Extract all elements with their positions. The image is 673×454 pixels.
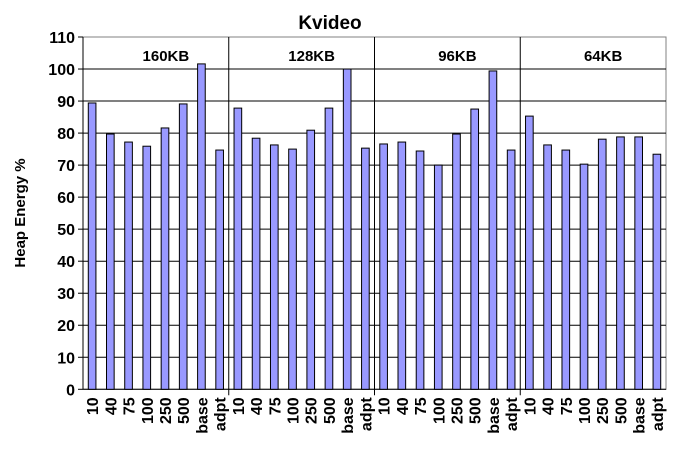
bar [616, 136, 625, 390]
x-tick-label: 100 [577, 397, 594, 424]
bar [178, 103, 188, 390]
bar [506, 149, 516, 390]
x-tick-label: 10 [231, 397, 248, 415]
x-tick-label: adpt [650, 397, 667, 431]
bar [452, 133, 461, 390]
bar [597, 138, 607, 390]
x-tick-label: base [194, 397, 211, 434]
bar [543, 144, 552, 390]
bar [342, 68, 352, 390]
group-label: 160KB [143, 48, 190, 65]
x-tick-label: 100 [286, 397, 303, 424]
bar [288, 148, 297, 390]
x-tick-label: 500 [322, 397, 339, 424]
x-tick-label: adpt [213, 397, 230, 431]
bar [215, 149, 224, 390]
bar [233, 107, 243, 390]
x-tick-label: 500 [613, 397, 630, 424]
x-tick-label: 100 [431, 397, 448, 424]
bar [525, 115, 534, 390]
x-tick-label: 500 [468, 397, 485, 424]
x-tick-label: 75 [413, 397, 430, 415]
bar [324, 107, 334, 390]
bar [160, 127, 170, 390]
bar [634, 136, 643, 390]
bar [197, 63, 206, 390]
bar [397, 141, 407, 390]
x-tick-label: 40 [395, 397, 412, 415]
x-tick-label: adpt [504, 397, 521, 431]
bar [251, 137, 261, 390]
group-label: 128KB [288, 48, 335, 65]
bar [124, 141, 133, 390]
y-tick-label: 0 [66, 382, 75, 399]
x-tick-label: 250 [304, 397, 321, 424]
x-tick-label: 500 [176, 397, 193, 424]
x-tick-label: 100 [140, 397, 157, 424]
x-tick-label: 40 [541, 397, 558, 415]
bar [379, 143, 388, 390]
bar [87, 102, 97, 390]
bar [579, 163, 589, 390]
x-tick-label: adpt [358, 397, 375, 431]
x-tick-label: base [632, 397, 649, 434]
bar [306, 129, 316, 390]
y-tick-label: 80 [57, 126, 75, 143]
x-tick-label: 40 [249, 397, 266, 415]
group-label: 64KB [584, 48, 623, 65]
y-tick-label: 10 [57, 350, 75, 367]
bar [142, 145, 152, 390]
x-tick-label: base [486, 397, 503, 434]
x-tick-label: 10 [522, 397, 539, 415]
bar [470, 108, 480, 390]
x-tick-label: 250 [449, 397, 466, 424]
bar [361, 147, 370, 390]
x-tick-label: 75 [559, 397, 576, 415]
y-tick-label: 100 [48, 62, 75, 79]
x-tick-label: 75 [267, 397, 284, 415]
chart-title: Kvideo [298, 13, 361, 34]
y-tick-label: 40 [57, 254, 75, 271]
x-tick-label: base [340, 397, 357, 434]
bar [269, 144, 279, 390]
bar [106, 133, 115, 390]
y-tick-label: 20 [57, 318, 75, 335]
bar [415, 150, 425, 390]
y-tick-label: 30 [57, 286, 75, 303]
x-tick-label: 40 [103, 397, 120, 415]
group-label: 96KB [438, 48, 477, 65]
x-tick-label: 10 [85, 397, 102, 415]
y-tick-label: 60 [57, 190, 75, 207]
y-tick-label: 110 [49, 30, 75, 47]
bar [488, 70, 498, 390]
x-tick-label: 75 [122, 397, 139, 415]
bar [561, 149, 571, 390]
x-tick-label: 10 [377, 397, 394, 415]
bar [433, 164, 443, 390]
y-axis-label: Heap Energy % [12, 158, 29, 267]
x-tick-label: 250 [158, 397, 175, 424]
x-tick-label: 250 [595, 397, 612, 424]
y-tick-label: 70 [57, 158, 75, 175]
y-tick-label: 50 [57, 222, 75, 239]
y-tick-label: 90 [57, 94, 75, 111]
bar [652, 153, 662, 390]
